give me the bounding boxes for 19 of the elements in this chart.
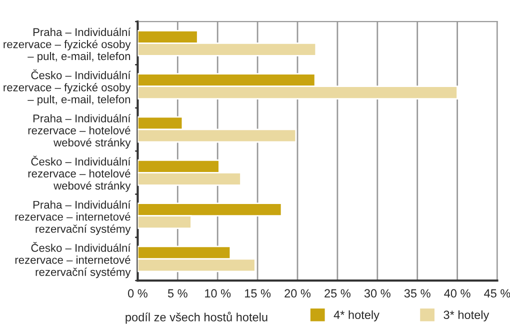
y-tick-label: Česko – Individuální rezervace – fyzické osoby – pult, e-mail, telefon <box>4 69 131 106</box>
x-tick-label: 30 % <box>364 289 390 298</box>
y-tick-label: Praha – Individuální rezervace – internetové rezervační systémy <box>15 200 131 235</box>
x-axis-title: podíl ze všech hostů hotelu <box>126 312 268 324</box>
x-tick-label: 45 % <box>484 289 510 298</box>
y-tick-label: Praha – Individuální rezervace – fyzické osoby – pult, e-mail, telefon <box>4 28 131 62</box>
y-tick-label: Praha – Individuální rezervace – hotelové webové stránky <box>28 114 131 149</box>
y-tick-label: Česko – Individuální rezervace – internetové rezervační systémy <box>15 242 131 278</box>
legend-label: 4* hotely <box>334 310 380 322</box>
x-tick-label: 25 % <box>324 289 350 298</box>
x-tick-label: 5 % <box>168 289 188 298</box>
x-tick-label: 40 % <box>444 289 470 298</box>
y-tick-label: Česko – Individuální rezervace – hotelové webové stránky <box>28 156 131 192</box>
x-tick-label: 20 % <box>284 289 311 298</box>
x-tick-label: 0 % <box>128 289 148 298</box>
x-tick-label: 35 % <box>404 289 430 298</box>
x-tick-label: 15 % <box>244 289 271 298</box>
legend-label: 3* hotely <box>444 310 490 322</box>
x-tick-label: 10 % <box>205 289 231 298</box>
